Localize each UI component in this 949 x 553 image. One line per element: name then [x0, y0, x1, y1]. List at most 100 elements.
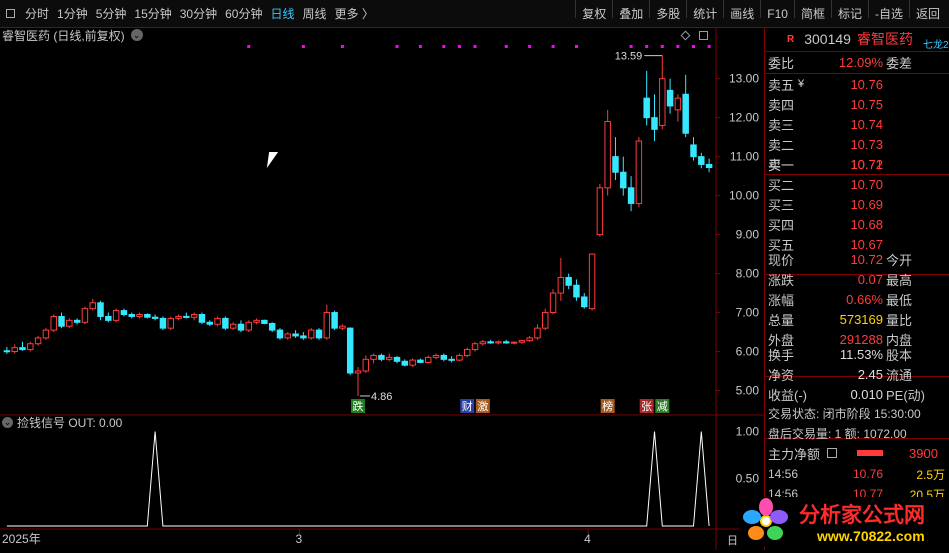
kline-chart-svg[interactable]: 13.00 12.00 11.00 10.00 9.00 8.00 7.00 6.00 5.00… — [0, 28, 880, 550]
candle-body — [346, 327, 354, 374]
marker-dot — [574, 45, 578, 48]
sell-row[interactable]: 卖五 ¥10.76 — [765, 74, 949, 94]
candle-body — [456, 354, 463, 361]
marker-dot — [551, 45, 555, 48]
candle-body — [487, 341, 494, 344]
sell-row[interactable]: 卖二 10.73 — [765, 134, 949, 154]
toolbar-button[interactable]: 画线 — [730, 7, 755, 21]
webi-right: 委差 — [886, 55, 913, 71]
tab-period[interactable]: 分时 — [25, 7, 50, 21]
r-badge: R — [787, 33, 795, 45]
row-value: 10.72 — [850, 156, 883, 172]
menu-icon[interactable] — [0, 0, 21, 28]
list-icon[interactable] — [827, 448, 837, 458]
row-label: 现价 — [768, 252, 795, 268]
marker-dot — [504, 45, 508, 48]
candle-body — [159, 317, 167, 329]
tab-period[interactable]: 更多 〉 — [334, 7, 374, 21]
candle-body — [105, 315, 112, 321]
bottom-right-label: 日 — [727, 535, 738, 547]
x-axis-label: 3 — [295, 532, 302, 546]
buy-row[interactable]: 买二 10.70 — [765, 174, 949, 194]
candle-body — [190, 314, 198, 318]
buy-row[interactable]: 买五 10.67 — [765, 234, 949, 254]
buy-row[interactable]: 买三 10.69 — [765, 194, 949, 214]
candle-body — [34, 337, 42, 345]
candle-body — [440, 354, 448, 360]
candle-body — [432, 354, 440, 358]
toolbar-button[interactable]: 统计 — [693, 7, 718, 21]
stock-header: R 300149 睿智医药 — [765, 28, 949, 50]
flow-bar — [857, 450, 883, 456]
tab-period[interactable]: 周线 — [302, 7, 327, 21]
candle-body — [11, 347, 18, 353]
quote-row[interactable]: 涨幅 0.66% 最低 — [765, 289, 949, 309]
tab-period[interactable]: 60分钟 — [225, 7, 263, 21]
event-tag-label: 财 — [462, 399, 473, 413]
candle-body — [175, 315, 182, 319]
tab-period[interactable]: 日线 — [270, 7, 295, 21]
after-hours-text: 盘后交易量: 1 额: 1072.00 — [768, 426, 907, 441]
marker-dot — [676, 45, 680, 48]
sell-row[interactable]: 卖三 10.74 — [765, 114, 949, 134]
indicator-tick-label: 0.50 — [736, 472, 760, 486]
row-right-label: 今开 — [886, 252, 913, 268]
square-icon[interactable] — [699, 31, 708, 40]
main-flow-row: 主力净额 3900 — [765, 443, 949, 463]
row-label: 涨幅 — [768, 292, 795, 308]
toolbar-button[interactable]: 复权 — [582, 7, 607, 21]
candle-body — [471, 343, 479, 351]
candle-body — [222, 317, 229, 329]
stock-title-bar: 睿智医药 (日线,前复权) ⌄ — [2, 28, 143, 43]
candle-body — [292, 333, 299, 337]
row-value: 10.69 — [850, 196, 883, 212]
chevron-down-icon[interactable]: ⌄ — [130, 29, 143, 41]
candle-body — [385, 356, 393, 360]
quote-row[interactable]: 外盘 291288 内盘 — [765, 329, 949, 349]
buy-row[interactable]: 买四 10.68 — [765, 214, 949, 234]
price-tick-label: 11.00 — [730, 150, 759, 164]
toolbar-divider — [686, 0, 688, 18]
sell-row[interactable]: 卖四 10.75 — [765, 94, 949, 114]
row-value: 0.07 — [857, 271, 883, 287]
tab-period[interactable]: 30分钟 — [179, 7, 218, 21]
quote-row[interactable]: 涨跌 0.07 最高 — [765, 269, 949, 289]
toolbar-button[interactable]: 简框 — [800, 7, 825, 21]
chart-area: 13.00 12.00 11.00 10.00 9.00 8.00 7.00 6.00 5.00… — [0, 28, 880, 550]
candle-body — [643, 97, 650, 119]
tab-period[interactable]: 5分钟 — [95, 7, 127, 21]
buy-row[interactable]: 买一 10.71 — [765, 154, 949, 174]
after-hours: 盘后交易量: 1 额: 1072.00 — [765, 423, 949, 443]
toolbar-button[interactable]: 标记 — [837, 7, 862, 21]
stat-row[interactable]: 换手 11.53% 股本 — [765, 344, 949, 364]
chevron-down-icon[interactable]: ⌄ — [2, 416, 13, 428]
toolbar-button[interactable]: 多股 — [656, 7, 681, 21]
toolbar-button[interactable]: 返回 — [915, 7, 940, 21]
candle-body — [89, 302, 96, 310]
quote-sidebar: R 300149 睿智医药 七龙2 委比 12.09% 委差 卖五 ¥10.76 卖… — [764, 28, 949, 550]
candle-body — [339, 325, 346, 329]
brand-logo: 分析家公式网 www.70822.com — [739, 497, 945, 547]
candle-body — [268, 322, 276, 331]
quote-row[interactable]: 总量 573169 量比 — [765, 309, 949, 329]
stat-row[interactable]: 净资 2.45 流通 — [765, 364, 949, 384]
candle-body — [370, 354, 377, 360]
trade-status-text: 交易状态: 闭市阶段 15:30:00 — [768, 406, 921, 421]
sell-row[interactable]: 卖一 10.72 — [765, 154, 949, 174]
quote-row[interactable]: 现价 10.72 今开 — [765, 249, 949, 269]
toolbar-button[interactable]: 叠加 — [619, 7, 644, 21]
tab-period[interactable]: 1分钟 — [57, 7, 88, 21]
candle-body — [409, 359, 416, 366]
toolbar-divider — [723, 0, 725, 18]
row-label: 净资 — [768, 367, 795, 383]
candle-body — [136, 314, 143, 317]
candle-body — [315, 329, 323, 339]
row-value: 10.75 — [850, 96, 883, 112]
candle-body — [50, 315, 57, 331]
toolbar-button[interactable]: -自选 — [874, 7, 903, 21]
toolbar-button[interactable]: F10 — [767, 6, 788, 21]
tab-period[interactable]: 15分钟 — [134, 7, 172, 21]
candle-body — [612, 156, 619, 173]
stat-row[interactable]: 收益(-) 0.010 PE(动) — [765, 384, 949, 404]
row-label: 买二 — [768, 177, 795, 193]
